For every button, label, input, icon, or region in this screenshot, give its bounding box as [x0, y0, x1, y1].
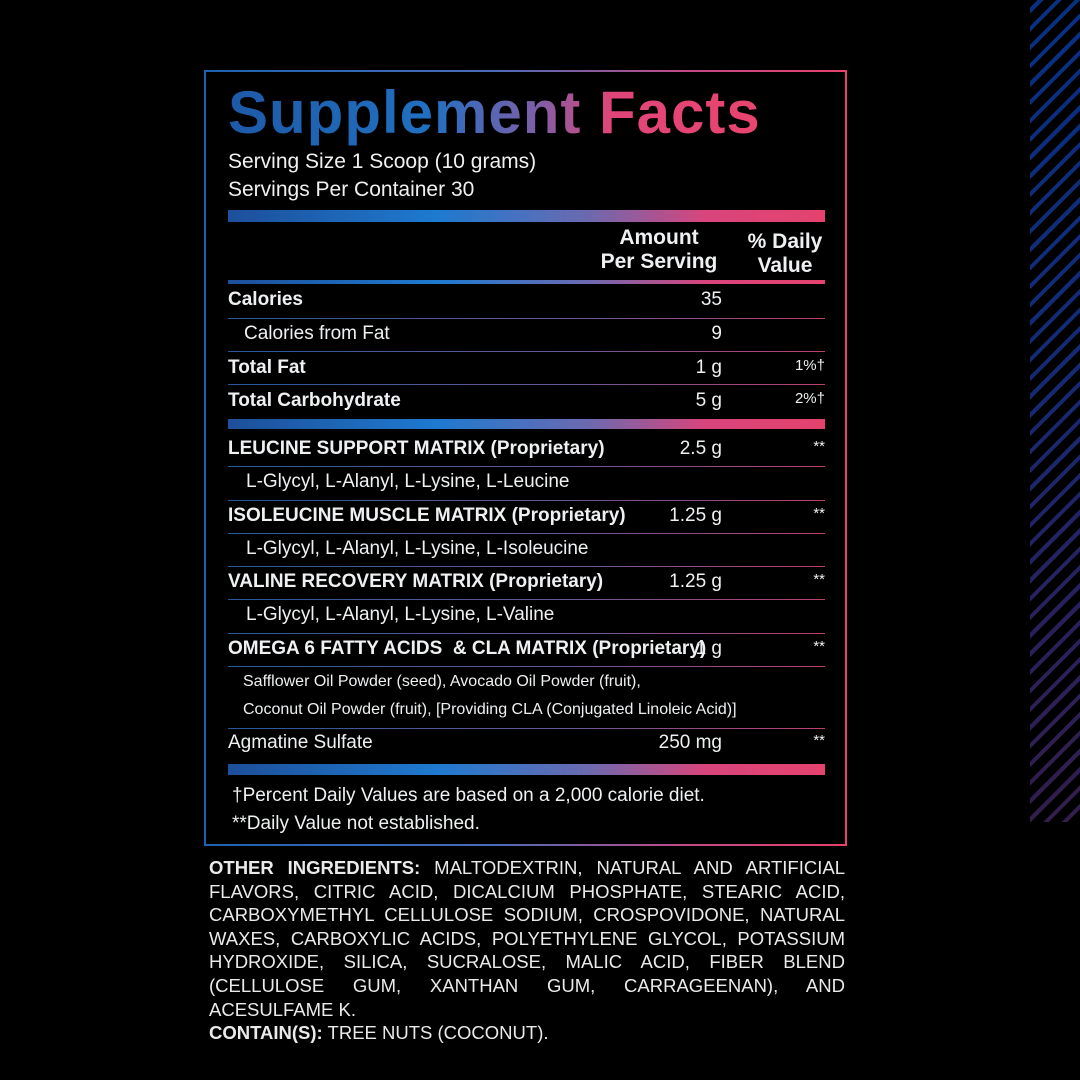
row-divider: [228, 633, 825, 634]
row-divider: [228, 466, 825, 467]
header-divider: [228, 280, 825, 284]
matrix-row-leucine: LEUCINE SUPPORT MATRIX (Proprietary) 2.5…: [228, 438, 825, 459]
footnote-not-established: **Daily Value not established.: [232, 813, 480, 834]
row-divider: [228, 500, 825, 501]
amount-per-serving-header: Amount Per Serving: [600, 226, 718, 273]
thick-divider: [228, 764, 825, 775]
nutrient-row-calories: Calories 35: [228, 289, 722, 310]
nutrient-row-total-fat: Total Fat 1 g 1%†: [228, 357, 825, 378]
other-ingredients-text: MALTODEXTRIN, NATURAL AND ARTIFICIAL FLA…: [209, 857, 845, 1020]
decorative-stripes: [1030, 0, 1080, 822]
supplement-facts-panel: Supplement Facts Serving Size 1 Scoop (1…: [204, 70, 847, 846]
matrix-row-valine: VALINE RECOVERY MATRIX (Proprietary) 1.2…: [228, 571, 825, 592]
matrix-row-isoleucine: ISOLEUCINE MUSCLE MATRIX (Proprietary) 1…: [228, 505, 825, 526]
matrix-row-omega-cla: OMEGA 6 FATTY ACIDS & CLA MATRIX (Propri…: [228, 638, 825, 659]
nutrient-row-total-carbohydrate: Total Carbohydrate 5 g 2%†: [228, 390, 825, 411]
row-divider: [228, 384, 825, 385]
row-divider: [228, 566, 825, 567]
serving-size: Serving Size 1 Scoop (10 grams): [228, 150, 537, 173]
row-divider: [228, 666, 825, 667]
row-divider: [228, 318, 825, 319]
row-divider: [228, 728, 825, 729]
nutrient-row-calories-from-fat: Calories from Fat 9: [244, 323, 722, 344]
other-ingredients-label: OTHER INGREDIENTS:: [209, 857, 421, 878]
contains-text: TREE NUTS (COCONUT).: [322, 1022, 549, 1044]
agmatine-row: Agmatine Sulfate 250 mg **: [228, 732, 825, 753]
matrix-ingredients-valine: L-Glycyl, L-Alanyl, L-Lysine, L-Valine: [246, 604, 555, 625]
matrix-ingredients-isoleucine: L-Glycyl, L-Alanyl, L-Lysine, L-Isoleuci…: [246, 538, 589, 559]
omega-ingredients-line-2: Coconut Oil Powder (fruit), [Providing C…: [243, 701, 737, 718]
footnote-daily-values: †Percent Daily Values are based on a 2,0…: [232, 785, 705, 806]
other-ingredients: OTHER INGREDIENTS: MALTODEXTRIN, NATURAL…: [209, 856, 845, 1045]
thick-divider: [228, 210, 825, 222]
row-divider: [228, 533, 825, 534]
row-divider: [228, 351, 825, 352]
contains-label: CONTAIN(S):: [209, 1022, 323, 1044]
panel-title: Supplement Facts: [228, 79, 761, 146]
omega-ingredients-line-1: Safflower Oil Powder (seed), Avocado Oil…: [243, 673, 641, 690]
row-divider: [228, 599, 825, 600]
matrix-ingredients-leucine: L-Glycyl, L-Alanyl, L-Lysine, L-Leucine: [246, 471, 570, 492]
daily-value-header: % Daily Value: [747, 230, 823, 277]
servings-per-container: Servings Per Container 30: [228, 178, 475, 201]
thick-divider: [228, 419, 825, 429]
